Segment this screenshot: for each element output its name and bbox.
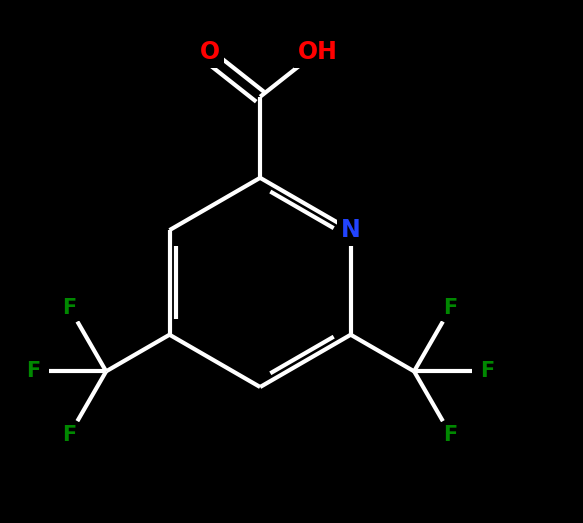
Text: F: F bbox=[62, 425, 76, 445]
Text: N: N bbox=[341, 218, 360, 242]
Text: F: F bbox=[480, 361, 494, 381]
Text: O: O bbox=[201, 40, 220, 64]
Text: F: F bbox=[26, 361, 40, 381]
Text: F: F bbox=[62, 298, 76, 318]
Text: F: F bbox=[444, 298, 458, 318]
Text: OH: OH bbox=[298, 40, 338, 64]
Text: F: F bbox=[444, 425, 458, 445]
